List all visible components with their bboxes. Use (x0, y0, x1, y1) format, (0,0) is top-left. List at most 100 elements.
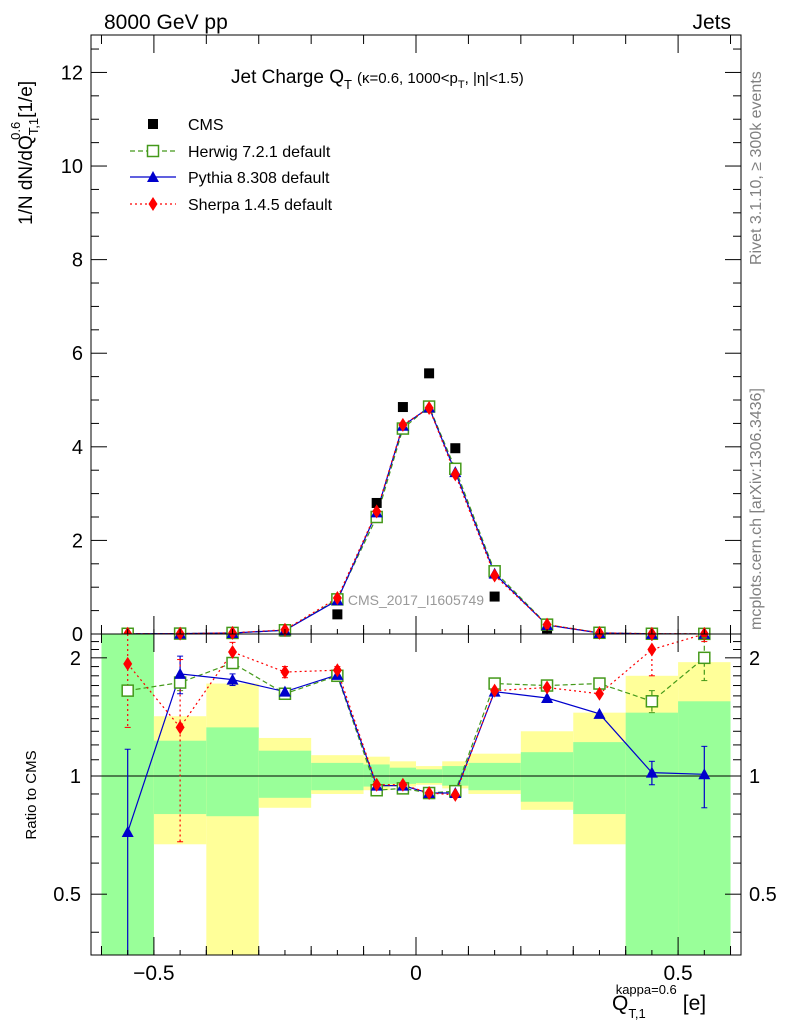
sherpa-1-4-5-default-point (450, 467, 460, 482)
ratio-tick-label-right: 0.5 (749, 884, 777, 906)
y-label-main: 1/N dN/dQ (16, 135, 37, 225)
ratio-tick-label: 2 (70, 648, 81, 670)
legend-marker-cms (148, 119, 158, 129)
y-label-unit: [1/e] (16, 81, 37, 118)
sherpa-1-4-5-default-ratio-point (280, 665, 290, 680)
sherpa-1-4-5-default-point (424, 400, 434, 415)
x-label-unit: [e] (683, 992, 706, 1015)
ratio-tick-label: 1 (70, 766, 81, 788)
y-tick-label: 2 (72, 530, 83, 552)
herwig-7-2-1-default-ratio-point (698, 651, 711, 665)
ratio-tick-label-right: 2 (749, 648, 760, 670)
sherpa-1-4-5-default-ratio-point (228, 644, 238, 659)
pythia-8-308-default-ratio-point (278, 685, 291, 697)
pythia-8-308-default-ratio-point (645, 766, 658, 778)
y-tick-label: 8 (72, 250, 83, 272)
legend-label-cms: CMS (188, 117, 224, 134)
sherpa-1-4-5-default-ratio-line (127, 633, 705, 796)
rivet-label: Rivet 3.1.10, ≥ 300k events (748, 71, 765, 265)
sherpa-1-4-5-default-ratio-point (647, 642, 657, 657)
sherpa-1-4-5-default-ratio-point (175, 720, 185, 735)
stat-uncertainty-band (573, 742, 626, 815)
pythia-8-308-default-ratio-line (127, 673, 705, 833)
stat-uncertainty-band (311, 762, 364, 791)
x-label-sup: kappa=0.6 (616, 982, 677, 997)
cms-point (424, 368, 435, 379)
title-sub: T (344, 77, 352, 92)
legend: CMS Herwig 7.2.1 default Pythia 8.308 defa… (130, 117, 333, 214)
x-tick-label: −0.5 (133, 962, 174, 985)
sherpa-1-4-5-default-point (398, 417, 408, 432)
sherpa-1-4-5-default-ratio-point (542, 680, 552, 695)
energy-label: 8000 GeV pp (104, 11, 228, 34)
stat-uncertainty-band (678, 701, 731, 955)
legend-marker-sherpa-1-4-5-default (148, 197, 158, 211)
main-panel: 0 2 4 6 8 10 12 (61, 34, 742, 646)
main-y-axis-label: 1/N dN/dQT,10.6 [1/e] (8, 81, 41, 225)
cms-point (450, 443, 461, 454)
y-tick-label: 0 (72, 624, 83, 646)
ratio-tick-label: 0.5 (53, 884, 81, 906)
stat-uncertainty-band (520, 752, 574, 802)
legend-label-pythia-8-308-default: Pythia 8.308 default (188, 170, 330, 187)
pythia-8-308-default-ratio-point (541, 692, 554, 704)
sherpa-1-4-5-default-point (490, 568, 500, 583)
stat-uncertainty-band (153, 740, 207, 815)
pythia-8-308-default-ratio-point (593, 707, 606, 719)
sherpa-1-4-5-default-ratio-point (332, 663, 342, 678)
y-label-sub: T,1 (26, 118, 41, 135)
sherpa-1-4-5-default-ratio-point (490, 683, 500, 698)
legend-label-sherpa-1-4-5-default: Sherpa 1.4.5 default (188, 197, 333, 214)
sherpa-1-4-5-default-ratio-point (398, 777, 408, 792)
sherpa-1-4-5-default-ratio-point (450, 787, 460, 802)
pythia-8-308-default-ratio-point (226, 673, 239, 685)
y-tick-label: 10 (61, 156, 83, 178)
herwig-7-2-1-default-ratio-line (127, 657, 705, 794)
process-label: Jets (692, 11, 731, 34)
title-cuts-tail: , |η|<1.5) (465, 70, 524, 87)
y-label-sup: 0.6 (8, 122, 23, 140)
ratio-y-axis-label: Ratio to CMS (23, 750, 40, 839)
sherpa-1-4-5-default-ratio-point (123, 656, 133, 671)
pythia-8-308-default-ratio-point (174, 667, 187, 679)
sherpa-1-4-5-default-point (332, 590, 342, 605)
chart-title: Jet Charge QT (κ=0.6, 1000<pT, |η|<1.5) (231, 67, 524, 92)
total-uncertainty-band (206, 683, 259, 955)
ratio-panel: 0.5 0.5 1 1 2 2 −0.5 0 0.5 (53, 633, 777, 985)
x-tick-label: 0 (410, 962, 422, 985)
x-axis-label: QT,1 kappa=0.6 [e] (612, 982, 706, 1021)
x-label-main: Q (612, 992, 628, 1015)
y-tick-label: 4 (72, 437, 83, 459)
sherpa-1-4-5-default-line (127, 407, 705, 635)
herwig-7-2-1-default-ratio-point (645, 695, 659, 708)
title-cuts: (κ=0.6, 1000<p (357, 70, 458, 87)
pythia-8-308-default-ratio-point (121, 826, 134, 838)
pythia-8-308-default-ratio-point (698, 768, 711, 780)
y-tick-label: 6 (72, 343, 83, 365)
sherpa-1-4-5-default-ratio-point (594, 686, 604, 701)
herwig-7-2-1-default-ratio-point (226, 656, 239, 670)
legend-marker-pythia-8-308-default (147, 171, 159, 182)
y-tick-label: 12 (61, 62, 83, 84)
sherpa-1-4-5-default-ratio-point (372, 777, 382, 792)
sherpa-1-4-5-default-ratio-point (424, 786, 434, 801)
x-label-sub: T,1 (628, 1006, 645, 1021)
ratio-tick-label-right: 1 (749, 766, 760, 788)
analysis-id: CMS_2017_I1605749 (348, 592, 484, 608)
sherpa-1-4-5-default-point (542, 617, 552, 632)
stat-uncertainty-band (468, 762, 521, 791)
cms-point (332, 609, 343, 620)
stat-uncertainty-band (258, 750, 312, 798)
title-main: Jet Charge Q (231, 67, 344, 88)
title-cuts-sub: T (458, 79, 465, 91)
cms-point (489, 591, 500, 602)
stat-uncertainty-band (206, 727, 259, 817)
cms-point (371, 497, 382, 508)
cms-point (397, 402, 408, 413)
legend-label-herwig-7-2-1-default: Herwig 7.2.1 default (188, 144, 331, 161)
legend-marker-herwig-7-2-1-default (146, 144, 160, 158)
sherpa-1-4-5-default-point (372, 504, 382, 519)
x-tick-label: 0.5 (663, 962, 692, 985)
herwig-7-2-1-default-ratio-point (121, 684, 134, 697)
